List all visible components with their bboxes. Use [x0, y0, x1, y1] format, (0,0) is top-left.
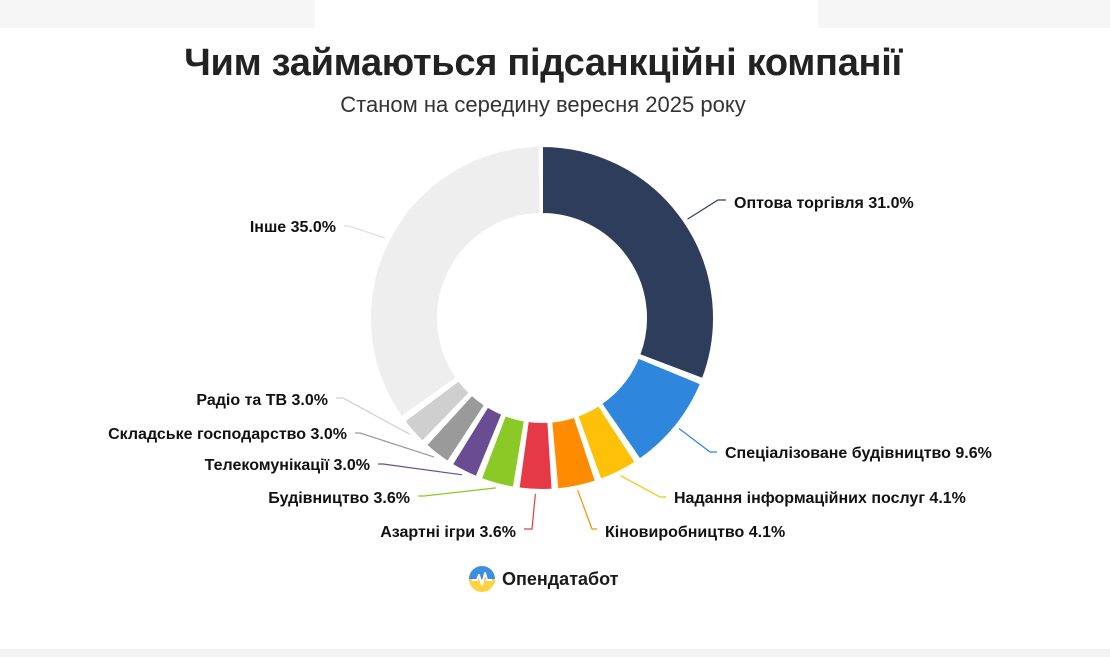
donut-slice-9 [403, 379, 471, 443]
top-background-left [0, 0, 315, 28]
leader-line-4 [577, 490, 597, 530]
donut-slice-3 [576, 404, 637, 481]
donut-slice-10 [369, 145, 542, 419]
slice-label-2: Спеціалізоване будівництво 9.6% [725, 445, 992, 462]
donut-slice-6 [479, 414, 526, 489]
chart-title: Чим займаються підсанкційні компанії [184, 42, 902, 84]
leader-line-1 [687, 199, 726, 220]
slice-label-5: Азартні ігри 3.6% [380, 524, 516, 541]
donut-slice-5 [517, 420, 554, 491]
top-background-center [315, 0, 818, 28]
slice-label-8: Складське господарство 3.0% [108, 426, 347, 443]
leader-line-10 [344, 225, 386, 239]
donut-slice-7 [450, 405, 504, 479]
slice-label-7: Телекомунікації 3.0% [205, 457, 370, 474]
brand-name: Опендатабот [502, 568, 619, 589]
leader-line-5 [524, 493, 536, 530]
donut-slice-1 [541, 145, 715, 381]
donut-slice-4 [550, 415, 597, 491]
leader-line-7 [378, 463, 463, 476]
leader-line-6 [418, 487, 497, 497]
brand: Опендатабот [468, 564, 619, 594]
slice-label-3: Надання інформаційних послуг 4.1% [674, 490, 966, 507]
top-background-right [818, 0, 1110, 28]
leader-line-3 [620, 475, 666, 498]
donut-slice-2 [600, 356, 703, 461]
slice-label-1: Оптова торгівля 31.0% [734, 195, 914, 212]
slice-label-9: Радіо та ТВ 3.0% [196, 392, 328, 409]
slice-label-4: Кіновиробництво 4.1% [605, 524, 785, 541]
donut-slice-8 [425, 393, 487, 463]
slice-label-6: Будівництво 3.6% [268, 490, 410, 507]
bottom-background [0, 649, 1110, 657]
leader-line-9 [336, 397, 411, 435]
leader-line-2 [678, 427, 717, 453]
chart-subtitle: Станом на середину вересня 2025 року [340, 92, 746, 117]
opendatabot-logo-icon [469, 566, 495, 592]
leader-line-8 [355, 432, 435, 458]
slice-label-10: Інше 35.0% [250, 219, 336, 236]
